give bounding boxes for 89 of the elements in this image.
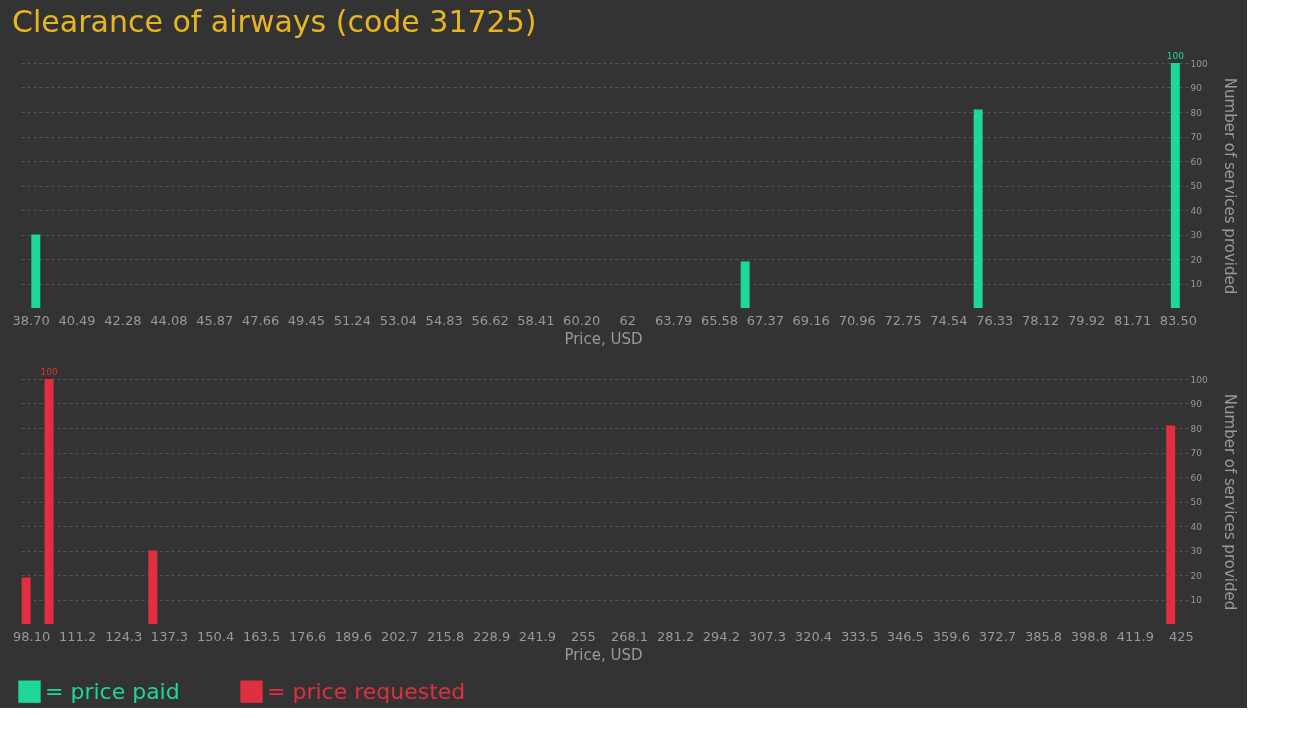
x-tick-label: 215.8 [426, 628, 465, 644]
y-tick-label: 60 [1190, 472, 1203, 483]
bar [44, 379, 54, 624]
x-tick-label: 70.96 [838, 312, 876, 328]
x-tick-label: 54.83 [425, 312, 463, 328]
y-tick-label: 20 [1190, 254, 1203, 265]
x-tick-label: 62 [619, 312, 637, 328]
bar [1166, 425, 1176, 624]
x-tick-label: 163.5 [243, 628, 281, 644]
y-tick-label: 90 [1190, 83, 1203, 93]
x-tick-label: 268.1 [610, 628, 649, 644]
y-tick-label: 50 [1190, 497, 1203, 507]
y-tick-label: 30 [1190, 546, 1203, 556]
x-tick-label: 69.16 [792, 312, 830, 328]
y-tick-label: 50 [1190, 181, 1203, 191]
bar [31, 234, 41, 308]
y-tick-label: 10 [1190, 279, 1203, 289]
x-tick-label: 98.10 [12, 628, 51, 644]
y-tick-label: 60 [1190, 156, 1203, 167]
x-tick-label: 137.3 [150, 628, 189, 644]
x-tick-label: 307.3 [748, 628, 787, 644]
x-tick-label: 65.58 [700, 312, 739, 328]
x-axis-title: Price, USD [564, 645, 643, 664]
x-tick-label: 255 [571, 628, 596, 644]
x-tick-label: 42.28 [104, 312, 142, 328]
bar [740, 261, 750, 308]
legend-label: = price paid [45, 678, 180, 704]
y-tick-label: 80 [1190, 423, 1203, 434]
x-tick-label: 425 [1168, 628, 1194, 644]
legend-label: = price requested [267, 678, 466, 704]
x-tick-label: 202.7 [380, 628, 419, 644]
x-tick-label: 40.49 [58, 312, 96, 328]
y-axis-title: Number of services provided [1220, 393, 1239, 611]
x-tick-label: 111.2 [59, 628, 97, 644]
x-tick-label: 58.41 [517, 312, 555, 328]
data-label: 100 [40, 367, 58, 377]
bar [148, 550, 158, 624]
x-tick-label: 47.66 [242, 312, 280, 328]
x-tick-label: 333.5 [840, 628, 879, 644]
x-tick-label: 38.70 [12, 312, 50, 328]
data-label: 100 [1166, 51, 1185, 61]
x-tick-label: 72.75 [884, 312, 922, 328]
y-tick-label: 70 [1190, 132, 1203, 142]
x-tick-label: 150.4 [196, 628, 235, 644]
x-tick-label: 78.12 [1022, 312, 1060, 328]
bar [21, 577, 31, 624]
x-tick-label: 45.87 [196, 312, 234, 328]
bar [1170, 63, 1180, 308]
x-tick-label: 44.08 [150, 312, 188, 328]
x-axis-title: Price, USD [564, 329, 643, 348]
y-tick-label: 90 [1190, 399, 1203, 409]
x-tick-label: 56.62 [471, 312, 509, 328]
y-tick-label: 80 [1190, 107, 1203, 118]
y-axis-title: Number of services provided [1220, 77, 1239, 295]
y-tick-label: 100 [1190, 58, 1208, 69]
x-tick-label: 372.7 [978, 628, 1017, 644]
x-tick-label: 320.4 [794, 628, 833, 644]
x-tick-label: 63.79 [655, 312, 693, 328]
y-tick-label: 40 [1190, 205, 1203, 216]
x-tick-label: 83.50 [1159, 312, 1197, 328]
x-tick-label: 241.9 [518, 628, 556, 644]
x-tick-label: 189.6 [334, 628, 373, 644]
x-tick-label: 53.04 [379, 312, 417, 328]
x-tick-label: 385.8 [1024, 628, 1063, 644]
x-tick-label: 51.24 [333, 312, 371, 328]
x-tick-label: 49.45 [287, 312, 326, 328]
x-tick-label: 74.54 [930, 312, 968, 328]
x-tick-label: 281.2 [656, 628, 695, 644]
x-tick-label: 67.37 [746, 312, 784, 328]
y-tick-label: 10 [1190, 595, 1203, 605]
x-tick-label: 81.71 [1113, 312, 1152, 328]
x-tick-label: 79.92 [1068, 312, 1106, 328]
x-tick-label: 398.8 [1070, 628, 1108, 644]
y-tick-label: 100 [1190, 374, 1208, 385]
y-tick-label: 70 [1190, 448, 1203, 458]
x-tick-label: 359.6 [932, 628, 970, 644]
x-tick-label: 228.9 [473, 628, 511, 644]
bar [973, 109, 983, 308]
x-tick-label: 60.20 [563, 312, 601, 328]
x-tick-label: 124.3 [105, 628, 143, 644]
y-tick-label: 30 [1190, 230, 1203, 240]
y-tick-label: 40 [1190, 521, 1203, 532]
x-tick-label: 346.5 [886, 628, 924, 644]
x-tick-label: 76.33 [976, 312, 1014, 328]
chart-title: Clearance of airways (code 31725) [12, 4, 537, 39]
x-tick-label: 294.2 [702, 628, 740, 644]
y-tick-label: 20 [1190, 570, 1203, 581]
x-tick-label: 176.6 [289, 628, 327, 644]
x-tick-label: 411.9 [1116, 628, 1154, 644]
